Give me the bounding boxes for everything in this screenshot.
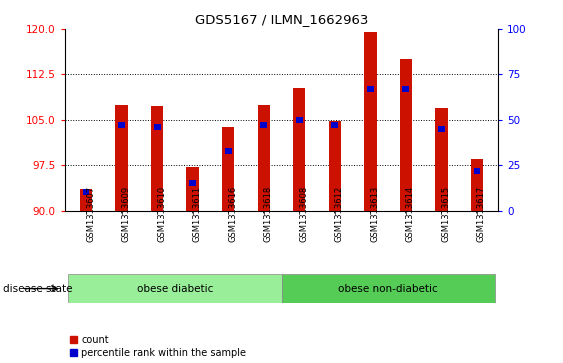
Text: GSM1313618: GSM1313618 xyxy=(263,185,272,242)
Text: obese non-diabetic: obese non-diabetic xyxy=(338,284,438,294)
Bar xyxy=(151,106,163,211)
Bar xyxy=(293,88,306,211)
Bar xyxy=(257,105,270,211)
Text: GSM1313612: GSM1313612 xyxy=(335,185,344,242)
Text: GSM1313608: GSM1313608 xyxy=(300,185,309,242)
Bar xyxy=(367,86,374,92)
Text: GSM1313616: GSM1313616 xyxy=(228,185,237,242)
Bar xyxy=(186,167,199,211)
Text: GSM1313615: GSM1313615 xyxy=(441,185,450,242)
Text: GSM1313607: GSM1313607 xyxy=(86,185,95,242)
Bar xyxy=(189,180,196,186)
Bar xyxy=(332,122,338,128)
Bar xyxy=(68,274,282,303)
Bar xyxy=(400,59,412,211)
Bar xyxy=(364,32,377,211)
Text: obese diabetic: obese diabetic xyxy=(137,284,213,294)
Text: GSM1313610: GSM1313610 xyxy=(157,185,166,242)
Bar xyxy=(222,127,234,211)
Bar xyxy=(80,189,92,211)
Bar xyxy=(329,121,341,211)
Text: GSM1313613: GSM1313613 xyxy=(370,185,379,242)
Bar xyxy=(296,117,303,123)
Text: GDS5167 / ILMN_1662963: GDS5167 / ILMN_1662963 xyxy=(195,13,368,26)
Bar xyxy=(282,274,495,303)
Bar xyxy=(118,122,125,128)
Text: GSM1313609: GSM1313609 xyxy=(122,185,131,242)
Bar xyxy=(115,105,128,211)
Bar xyxy=(471,159,483,211)
Text: GSM1313617: GSM1313617 xyxy=(477,185,486,242)
Text: GSM1313611: GSM1313611 xyxy=(193,185,202,242)
Bar xyxy=(403,86,409,92)
Bar xyxy=(83,189,90,195)
Text: disease state: disease state xyxy=(3,284,72,294)
Bar xyxy=(438,126,445,132)
Bar xyxy=(473,168,480,174)
Bar xyxy=(435,108,448,211)
Bar xyxy=(225,148,231,154)
Text: GSM1313614: GSM1313614 xyxy=(406,185,415,242)
Bar xyxy=(260,122,267,128)
Bar xyxy=(154,124,160,130)
Legend: count, percentile rank within the sample: count, percentile rank within the sample xyxy=(70,335,246,358)
